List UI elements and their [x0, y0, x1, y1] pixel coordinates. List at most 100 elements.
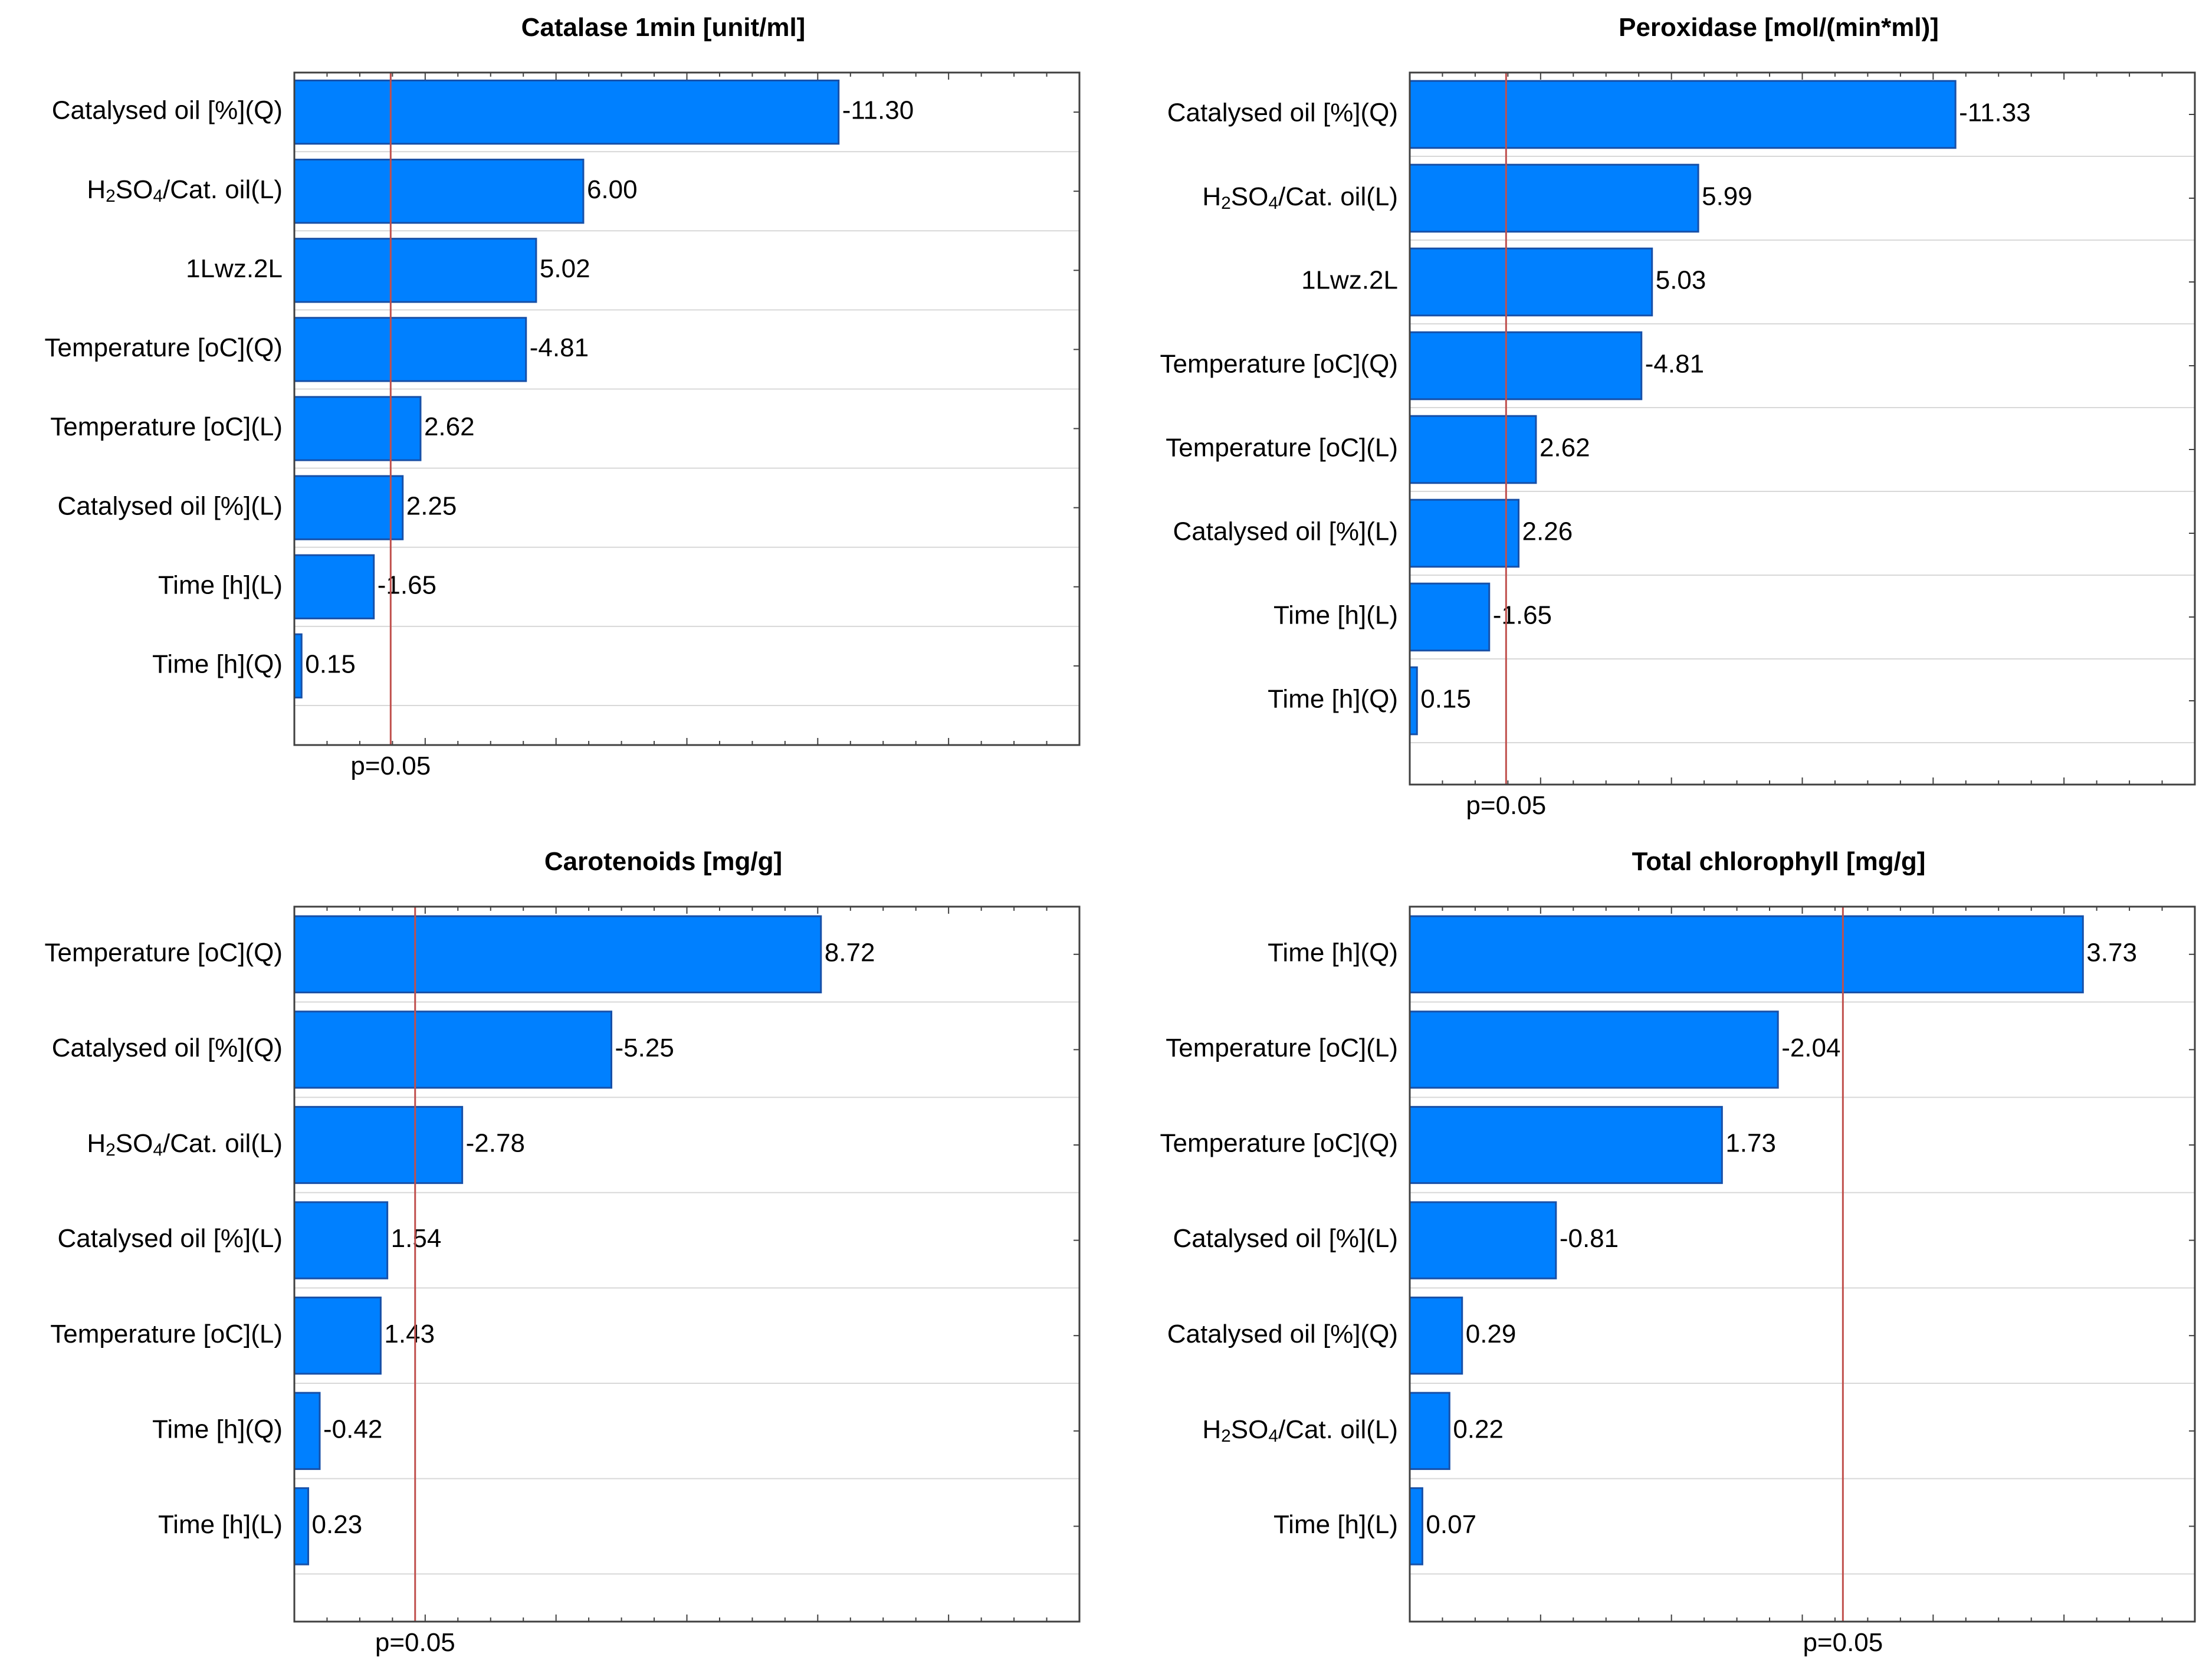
bar [1409, 915, 2084, 993]
category-label: Temperature [oC](Q) [1160, 350, 1398, 379]
value-label: -11.33 [1959, 99, 2031, 127]
plot-frame [1409, 905, 2196, 1623]
bar [293, 238, 537, 303]
bar [293, 915, 822, 993]
chart-panel-2: Peroxidase [mol/(min*ml)] Catalysed oil [… [1160, 13, 2196, 820]
category-label: Temperature [oC](L) [50, 412, 283, 441]
bar [293, 1487, 310, 1566]
value-label: 5.02 [540, 254, 590, 283]
category-label: Time [h](Q) [1268, 938, 1398, 967]
bar [1409, 1392, 1450, 1470]
chart-title: Total chlorophyll [mg/g] [1632, 847, 1926, 876]
category-label: Catalysed oil [%](Q) [1167, 99, 1398, 127]
category-label: Catalysed oil [%](L) [58, 1224, 283, 1253]
category-label: 1Lwz.2L [186, 254, 283, 283]
value-label: -2.04 [1781, 1033, 1840, 1062]
plot-frame [293, 905, 1081, 1623]
value-label: -2.78 [466, 1129, 525, 1158]
bar [1409, 1487, 1423, 1566]
category-label: 1Lwz.2L [1301, 266, 1398, 295]
bar [293, 1392, 321, 1470]
value-label: 1.54 [391, 1224, 442, 1253]
category-label: Catalysed oil [%](L) [58, 491, 283, 520]
bar [1409, 666, 1418, 736]
category-label: Temperature [oC](L) [50, 1320, 283, 1348]
chart-title: Catalase 1min [unit/ml] [521, 13, 806, 42]
plot-frame [293, 71, 1081, 746]
value-label: 2.62 [1540, 434, 1590, 462]
p-value-label: p=0.05 [1803, 1628, 1883, 1657]
bar [293, 159, 585, 224]
chart-title: Peroxidase [mol/(min*ml)] [1619, 13, 1939, 42]
category-label: Catalysed oil [%](Q) [1167, 1320, 1398, 1348]
value-label: -5.25 [615, 1033, 674, 1062]
p-value-label: p=0.05 [1466, 791, 1546, 820]
bar [1409, 582, 1491, 652]
category-label: Catalysed oil [%](L) [1173, 1224, 1398, 1253]
value-label: 5.99 [1702, 182, 1752, 211]
p-value-label: p=0.05 [375, 1628, 455, 1657]
value-label: 0.15 [305, 650, 356, 679]
chart-panel-4: Total chlorophyll [mg/g] Time [h](Q) 3.73 T… [1160, 847, 2196, 1657]
category-label: H2SO4/Cat. oil(L) [1202, 182, 1398, 213]
value-label: -1.65 [1493, 601, 1552, 630]
value-label: -1.65 [378, 570, 436, 599]
bar [293, 633, 303, 699]
bar [1409, 1201, 1557, 1279]
bar [293, 554, 375, 619]
category-label: Temperature [oC](Q) [1160, 1129, 1398, 1158]
value-label: -11.30 [842, 96, 914, 125]
category-label: H2SO4/Cat. oil(L) [87, 175, 283, 206]
value-label: -0.81 [1560, 1224, 1619, 1253]
value-label: 2.62 [424, 412, 475, 441]
value-label: 0.22 [1453, 1415, 1504, 1443]
chart-title: Carotenoids [mg/g] [544, 847, 782, 876]
p-value-label: p=0.05 [350, 752, 431, 780]
category-label: Time [h](L) [158, 570, 283, 599]
bar [1409, 331, 1643, 401]
bar [1409, 1010, 1779, 1089]
value-label: 6.00 [587, 175, 638, 204]
category-label: Temperature [oC](Q) [45, 938, 283, 967]
chart-panel-3: Carotenoids [mg/g] Temperature [oC](Q) 8.7… [45, 847, 1081, 1657]
value-label: -4.81 [530, 333, 589, 362]
bar [293, 317, 527, 382]
category-label: H2SO4/Cat. oil(L) [87, 1129, 283, 1160]
bar [1409, 1297, 1463, 1375]
value-label: 0.07 [1426, 1510, 1476, 1539]
category-label: Catalysed oil [%](Q) [52, 1033, 283, 1062]
category-label: Temperature [oC](L) [1166, 434, 1398, 462]
value-label: 0.15 [1420, 685, 1471, 714]
value-label: -4.81 [1645, 350, 1704, 379]
value-label: 5.03 [1656, 266, 1706, 295]
bar [293, 1297, 382, 1375]
value-label: 8.72 [825, 938, 875, 967]
plot-frame [1409, 71, 2196, 786]
bar [293, 396, 422, 461]
bar [293, 475, 404, 540]
category-label: Time [h](L) [1273, 601, 1398, 630]
category-label: Temperature [oC](L) [1166, 1033, 1398, 1062]
value-label: 1.73 [1725, 1129, 1776, 1158]
category-label: H2SO4/Cat. oil(L) [1202, 1415, 1398, 1445]
bar [1409, 415, 1537, 484]
category-label: Time [h](L) [158, 1510, 283, 1539]
category-label: Temperature [oC](Q) [45, 333, 283, 362]
category-label: Catalysed oil [%](L) [1173, 517, 1398, 546]
value-label: 1.43 [384, 1320, 435, 1348]
value-label: 0.23 [312, 1510, 363, 1539]
bar [1409, 80, 1957, 149]
value-label: 2.26 [1522, 517, 1573, 546]
category-label: Time [h](Q) [152, 1415, 283, 1443]
category-label: Catalysed oil [%](Q) [52, 96, 283, 125]
chart-panel-1: Catalase 1min [unit/ml] Catalysed oil [%]… [45, 13, 1081, 780]
value-label: 0.29 [1466, 1320, 1517, 1348]
bar [293, 79, 840, 145]
bar [293, 1010, 613, 1089]
bar [1409, 247, 1653, 317]
bar [293, 1105, 464, 1184]
category-label: Time [h](L) [1273, 1510, 1398, 1539]
bar [1409, 498, 1520, 568]
bar [1409, 163, 1699, 233]
